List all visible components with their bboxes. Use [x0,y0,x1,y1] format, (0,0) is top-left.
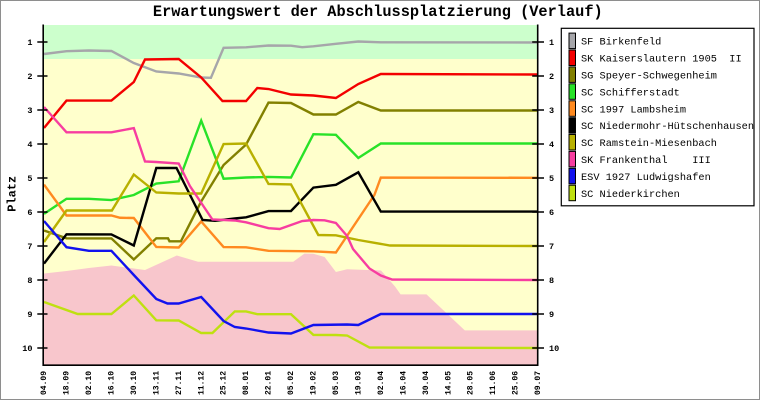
svg-text:9: 9 [27,310,32,320]
svg-text:SK Kaiserslautern 1905 II: SK Kaiserslautern 1905 II [581,54,742,66]
svg-text:19.03: 19.03 [355,371,364,395]
svg-text:02.10: 02.10 [85,371,94,395]
svg-text:11.06: 11.06 [489,371,498,395]
svg-text:05.03: 05.03 [332,371,341,395]
svg-text:05.02: 05.02 [287,371,296,395]
svg-text:11.12: 11.12 [197,371,206,395]
svg-text:19.02: 19.02 [310,371,319,395]
svg-text:25.12: 25.12 [220,371,229,395]
svg-text:02.04: 02.04 [377,371,386,395]
svg-text:8: 8 [549,276,554,286]
svg-text:22.01: 22.01 [265,371,274,395]
svg-text:SK Frankenthal III: SK Frankenthal III [581,155,711,167]
svg-text:4: 4 [549,140,554,150]
svg-text:8: 8 [27,276,32,286]
svg-text:08.01: 08.01 [242,371,251,395]
svg-text:5: 5 [27,174,32,184]
svg-text:25.06: 25.06 [512,371,521,395]
svg-text:6: 6 [27,208,32,218]
svg-text:SC Niedermohr-Hütschenhausen: SC Niedermohr-Hütschenhausen [581,121,754,133]
svg-text:ESV 1927 Ludwigshafen: ESV 1927 Ludwigshafen [581,172,711,184]
svg-text:2: 2 [549,72,554,82]
svg-text:1: 1 [27,38,32,48]
svg-text:7: 7 [27,242,32,252]
svg-text:04.09: 04.09 [40,371,49,395]
svg-text:2: 2 [27,72,32,82]
svg-text:SC Niederkirchen: SC Niederkirchen [581,189,680,201]
svg-text:4: 4 [27,140,32,150]
svg-text:3: 3 [27,106,32,116]
svg-text:Erwartungswert der Abschlusspl: Erwartungswert der Abschlussplatzierung … [153,3,603,21]
svg-text:30.04: 30.04 [422,371,431,395]
svg-text:SG Speyer-Schwegenheim: SG Speyer-Schwegenheim [581,71,717,83]
svg-text:SC Ramstein-Miesenbach: SC Ramstein-Miesenbach [581,138,717,150]
svg-text:18.09: 18.09 [63,371,72,395]
svg-text:Platz: Platz [5,176,19,212]
svg-text:10: 10 [22,344,32,354]
svg-text:7: 7 [549,242,554,252]
svg-text:1: 1 [549,38,554,48]
svg-text:3: 3 [549,106,554,116]
svg-text:14.05: 14.05 [444,371,453,395]
svg-text:27.11: 27.11 [175,371,184,395]
svg-text:SC Schifferstadt: SC Schifferstadt [581,87,680,99]
svg-text:SF Birkenfeld: SF Birkenfeld [581,37,661,49]
svg-text:9: 9 [549,310,554,320]
svg-text:5: 5 [549,174,554,184]
svg-text:30.10: 30.10 [130,371,139,395]
svg-text:16.04: 16.04 [399,371,408,395]
svg-text:28.05: 28.05 [467,371,476,395]
svg-text:16.10: 16.10 [108,371,117,395]
svg-text:13.11: 13.11 [152,371,161,395]
svg-text:SC 1997 Lambsheim: SC 1997 Lambsheim [581,104,686,116]
svg-text:10: 10 [549,344,559,354]
svg-text:09.07: 09.07 [534,371,543,395]
svg-text:6: 6 [549,208,554,218]
